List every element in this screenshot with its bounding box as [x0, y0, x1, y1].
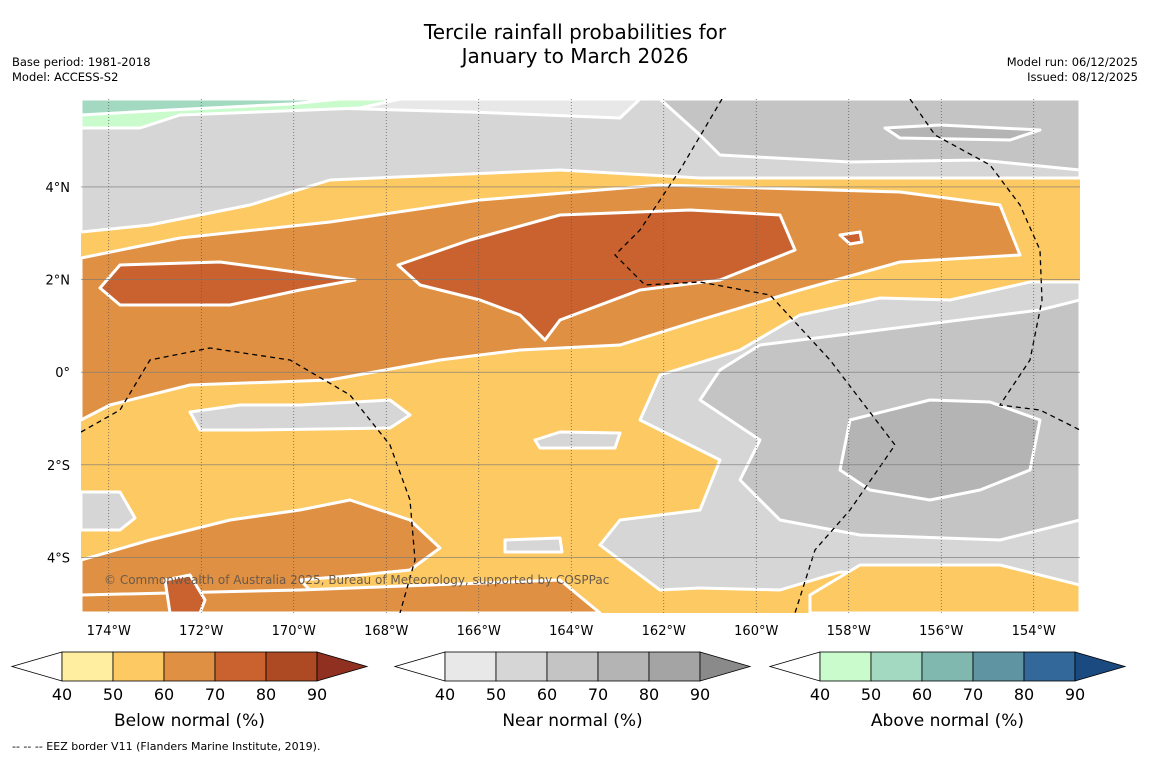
colorbar-segment: [870, 651, 923, 682]
eez-border-1: [81, 347, 416, 613]
x-tick-label: 156°W: [919, 624, 963, 639]
colorbar-tick-label: 70: [205, 685, 225, 704]
region-near-north-darkest: [883, 123, 1042, 142]
colorbar-tick-label: 40: [52, 685, 72, 704]
model-run: Model run: 06/12/2025: [1006, 55, 1138, 69]
colorbar-tick-label: 90: [690, 685, 710, 704]
region-near-southwest-patch: [81, 490, 137, 532]
colorbar-segment: [112, 651, 165, 682]
colorbar-tick-label: 60: [912, 685, 932, 704]
chart-title-line2: January to March 2026: [461, 44, 689, 68]
model-name: Model: ACCESS-S2: [12, 70, 119, 84]
region-near-east-70: [838, 398, 1042, 502]
colorbar-segment: [495, 651, 548, 682]
colorbar-segment: [921, 651, 974, 682]
colorbar-title: Near normal (%): [502, 711, 642, 731]
region-below-50-southeast: [808, 563, 1080, 613]
region-below-70-southwest: [163, 573, 207, 613]
y-tick-label: 2°N: [46, 274, 71, 289]
colorbar-over-arrow: [699, 651, 752, 682]
colorbar-tick-label: 70: [963, 685, 983, 704]
colorbar-title: Below normal (%): [114, 711, 265, 731]
region-below-70-central: [396, 208, 797, 342]
colorbar-tick-label: 80: [639, 685, 659, 704]
colorbar-tick-label: 40: [435, 685, 455, 704]
x-tick-label: 160°W: [734, 624, 778, 639]
colorbar-under-arrow: [393, 651, 446, 682]
eez-footnote: -- -- -- EEZ border V11 (Flanders Marine…: [12, 740, 321, 753]
colorbar-tick-label: 50: [861, 685, 881, 704]
y-tick-label: 0°: [55, 366, 70, 381]
colorbar-segment: [1023, 651, 1076, 682]
colorbar-tick-label: 70: [588, 685, 608, 704]
x-tick-label: 170°W: [272, 624, 316, 639]
x-tick-label: 168°W: [364, 624, 408, 639]
x-tick-label: 166°W: [457, 624, 501, 639]
colorbar-title: Above normal (%): [871, 711, 1024, 731]
x-tick-label: 172°W: [179, 624, 223, 639]
colorbar-segment: [163, 651, 216, 682]
region-below-60-south-east-strip: [81, 578, 602, 613]
region-near-west-patch: [188, 398, 412, 432]
axis-layer: 174°W 172°W 170°W 168°W 166°W 164°W 162°W 160°W…: [46, 181, 1056, 639]
y-tick-label: 2°S: [47, 459, 70, 474]
map-layer: © Commonwealth of Australia 2025, Bureau…: [81, 99, 1080, 613]
colorbar-layer: 40 50 60 70 80 90 Below normal (%) 40 50 60 70 80 90…: [10, 651, 1127, 731]
eez-border-2: [614, 99, 896, 613]
meta-left: Base period: 1981-2018 Model: ACCESS-S2: [12, 55, 151, 85]
colorbar-segment: [972, 651, 1025, 682]
region-near-central-patch: [533, 430, 622, 450]
colorbar-segment: [214, 651, 267, 682]
colorbar-segment: [265, 651, 318, 682]
colorbar-over-arrow: [316, 651, 369, 682]
colorbar-tick-label: 90: [307, 685, 327, 704]
region-above-northwest-50: [81, 99, 342, 117]
colorbar-tick-label: 90: [1065, 685, 1085, 704]
copyright-text: © Commonwealth of Australia 2025, Bureau…: [104, 573, 609, 587]
region-below-70-peak: [98, 260, 357, 307]
colorbar-tick-label: 50: [103, 685, 123, 704]
colorbar-segment: [444, 651, 497, 682]
y-tick-label: 4°S: [47, 551, 70, 566]
region-near-north-darker: [658, 99, 1080, 172]
colorbar-tick-label: 50: [486, 685, 506, 704]
x-tick-label: 158°W: [827, 624, 871, 639]
region-near-south-patch: [503, 536, 564, 554]
x-tick-label: 154°W: [1012, 624, 1056, 639]
colorbar-tick-label: 80: [256, 685, 276, 704]
colorbar-segment: [819, 651, 872, 682]
colorbar-segment: [546, 651, 599, 682]
chart-title-line1: Tercile rainfall probabilities for: [423, 20, 727, 44]
x-tick-label: 174°W: [87, 624, 131, 639]
colorbar-segment: [648, 651, 701, 682]
colorbar-tick-label: 60: [537, 685, 557, 704]
colorbar-under-arrow: [10, 651, 63, 682]
meta-right: Model run: 06/12/2025 Issued: 08/12/2025: [1007, 55, 1138, 85]
eez-border-3: [909, 99, 1080, 431]
colorbar-segment: [597, 651, 650, 682]
grid-layer: [81, 99, 1080, 613]
issued-date: Issued: 08/12/2025: [1027, 70, 1138, 84]
colorbar-over-arrow: [1074, 651, 1127, 682]
x-tick-label: 164°W: [549, 624, 593, 639]
colorbar-tick-label: 40: [810, 685, 830, 704]
colorbar-tick-label: 80: [1014, 685, 1034, 704]
base-period: Base period: 1981-2018: [12, 55, 151, 69]
colorbar-tick-label: 60: [154, 685, 174, 704]
chart-title: Tercile rainfall probabilities for Janua…: [0, 20, 1150, 68]
y-tick-label: 4°N: [46, 181, 71, 196]
region-below-70-east: [838, 230, 864, 246]
colorbar-under-arrow: [768, 651, 821, 682]
colorbar-segment: [61, 651, 114, 682]
x-tick-label: 162°W: [642, 624, 686, 639]
